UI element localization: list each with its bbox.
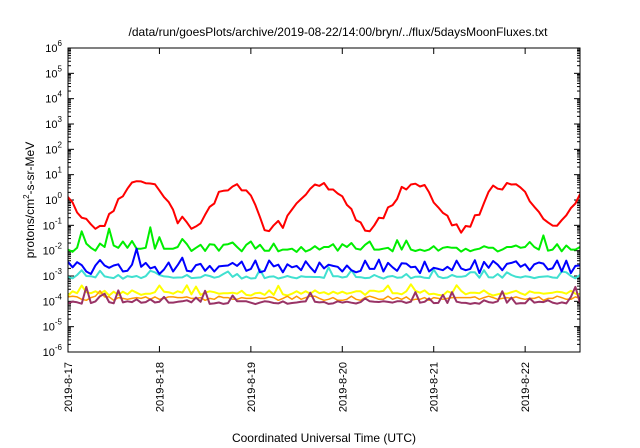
- y-axis-label-rest: -s-sr-MeV: [23, 142, 37, 195]
- y-axis-label-main: protons/cm: [23, 199, 37, 258]
- x-axis-label: Coordinated Universal Time (UTC): [232, 431, 416, 445]
- y-tick-label: 101: [45, 166, 62, 182]
- series-line-6: [68, 290, 580, 302]
- series-line-7: [68, 285, 580, 306]
- y-tick-label: 10-3: [43, 267, 63, 283]
- series-line-2: [68, 226, 580, 253]
- x-tick-label: 2019-8-19: [246, 362, 258, 412]
- x-tick-label: 2019-8-22: [520, 362, 532, 412]
- series-line-1: [68, 180, 580, 234]
- plot-area: [68, 180, 580, 306]
- y-tick-label: 10-1: [43, 216, 63, 232]
- x-tick-label: 2019-8-17: [63, 362, 75, 412]
- y-tick-label: 105: [45, 64, 62, 80]
- series-line-5: [68, 283, 580, 297]
- series-line-3: [68, 266, 580, 280]
- y-tick-label: 10-5: [43, 318, 63, 334]
- y-axis-label: protons/cm2-s-sr-MeV: [22, 142, 37, 258]
- x-tick-label: 2019-8-18: [154, 362, 166, 412]
- y-tick-label: 10-2: [43, 242, 63, 258]
- y-tick-label: 100: [45, 191, 62, 207]
- y-tick-label: 102: [45, 140, 62, 156]
- y-tick-label: 104: [45, 90, 62, 106]
- series-group: [68, 180, 580, 306]
- chart-title: /data/run/goesPlots/archive/2019-08-22/1…: [129, 25, 549, 39]
- x-axis-ticks: 2019-8-17 2019-8-18 2019-8-19 2019-8-20 2019…: [63, 48, 532, 412]
- x-tick-label: 2019-8-20: [337, 362, 349, 412]
- y-axis-ticks: 10-6 10-5 10-4 10-3 10-2 10-1 100 101 102 103 104 1…: [43, 39, 580, 359]
- y-tick-label: 106: [45, 39, 62, 55]
- plot-frame: [67, 47, 581, 353]
- x-tick-label: 2019-8-21: [429, 362, 441, 412]
- series-line-4: [68, 247, 580, 275]
- y-tick-label: 10-4: [43, 292, 63, 308]
- y-axis-label-sup: 2: [22, 194, 31, 199]
- y-tick-label: 10-6: [43, 343, 63, 359]
- y-tick-label: 103: [45, 115, 62, 131]
